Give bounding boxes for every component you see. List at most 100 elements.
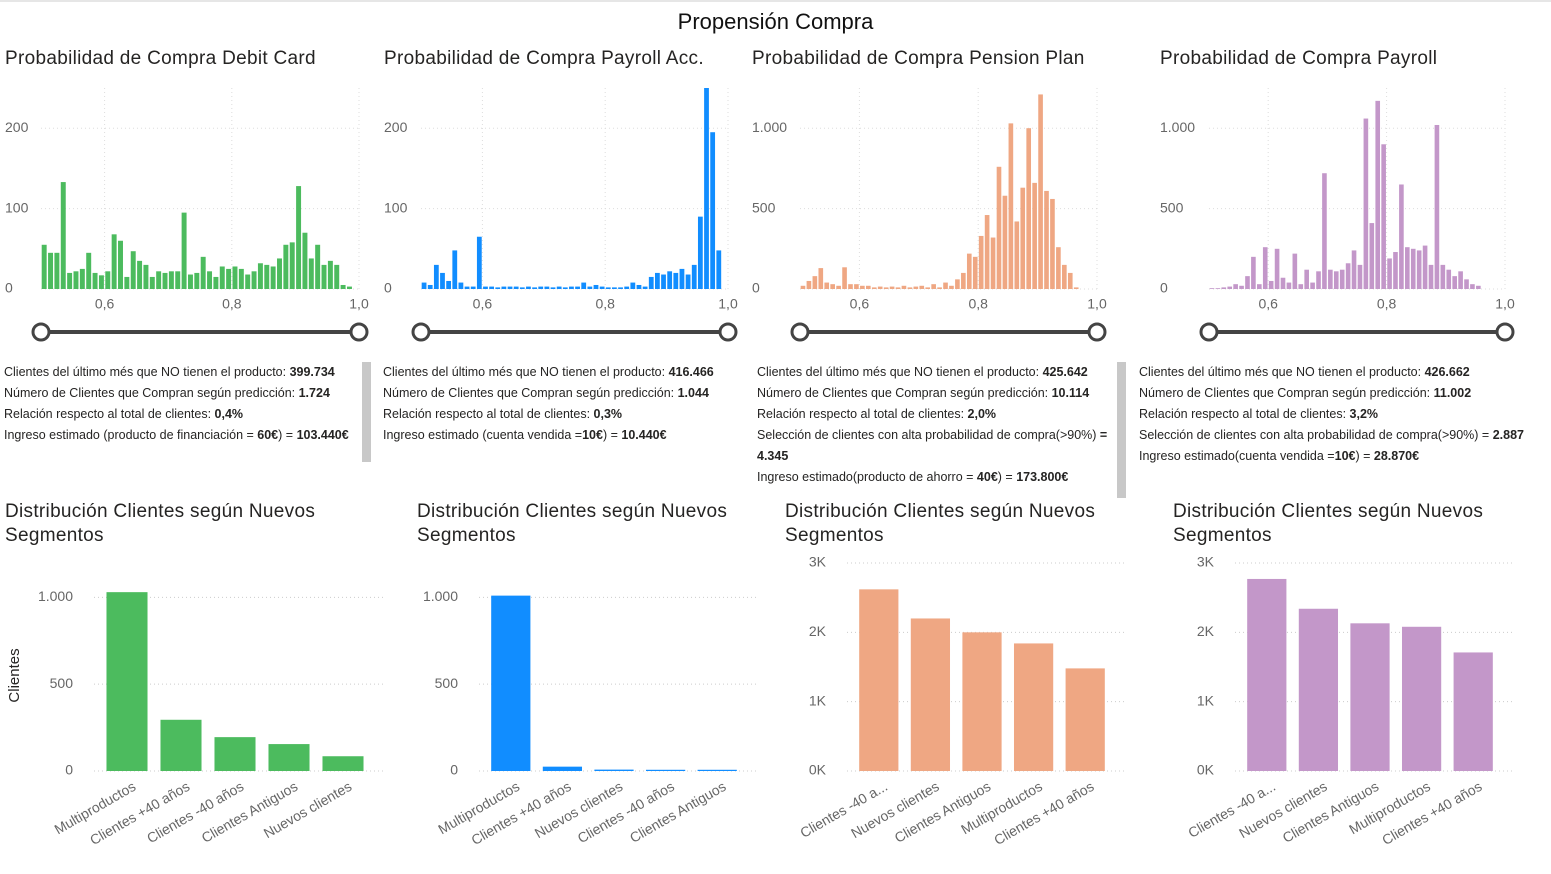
stat-label: Selección de clientes con alta probabili… xyxy=(1139,428,1493,442)
stats-line: Relación respecto al total de clientes: … xyxy=(757,404,1113,425)
histogram-bar xyxy=(1062,264,1067,289)
histogram-bar xyxy=(587,286,593,289)
histogram-bar xyxy=(452,250,458,289)
histogram-bar xyxy=(79,268,85,289)
histogram-bar xyxy=(519,287,525,289)
histogram-bar xyxy=(925,287,931,289)
histogram-bar xyxy=(860,285,865,289)
histogram-bar xyxy=(60,182,66,289)
stats-line: Selección de clientes con alta probabili… xyxy=(757,425,1113,467)
histogram-bar xyxy=(1410,248,1416,289)
histogram-bar xyxy=(1038,94,1043,289)
histogram-bar xyxy=(1215,288,1221,289)
stat-value: 10.440€ xyxy=(621,428,667,442)
histogram-bar xyxy=(984,215,990,289)
scrollbar[interactable] xyxy=(362,362,371,462)
y-tick-label: 100 xyxy=(384,199,408,215)
slider-handle[interactable] xyxy=(718,322,738,342)
histogram-bar xyxy=(848,284,853,289)
histogram-bar xyxy=(871,287,877,289)
histogram-bar xyxy=(949,285,954,289)
chart-title: Probabilidad de Compra Payroll xyxy=(1160,48,1438,69)
histogram-bar xyxy=(1257,284,1262,289)
histogram-bar xyxy=(955,279,960,289)
histogram-bar xyxy=(464,286,470,289)
histogram-bar xyxy=(854,284,859,289)
histogram-bar xyxy=(1399,184,1404,289)
histogram-bar xyxy=(972,256,978,289)
bar xyxy=(1065,668,1105,771)
histogram-bar xyxy=(1280,277,1286,289)
histogram-bar xyxy=(556,286,562,289)
stats-block: Clientes del último més que NO tienen el… xyxy=(1139,362,1549,467)
x-tick-label: 0,6 xyxy=(1258,296,1278,312)
histogram-bar xyxy=(636,284,642,289)
histogram-bar xyxy=(277,258,282,289)
histogram-bar xyxy=(812,276,818,289)
stat-label: Relación respecto al total de clientes: xyxy=(383,407,594,421)
slider-handle[interactable] xyxy=(31,322,51,342)
y-tick-label: 2K xyxy=(809,623,827,639)
bar xyxy=(1298,608,1339,771)
histogram-bar xyxy=(1002,195,1008,289)
stat-value: 1.724 xyxy=(298,386,330,400)
y-tick-label: 1K xyxy=(809,692,827,708)
slider-handle[interactable] xyxy=(1087,322,1107,342)
histogram-bar xyxy=(1476,285,1481,289)
histogram-bar xyxy=(1381,144,1386,289)
histogram-bar xyxy=(321,264,327,289)
slider-handle[interactable] xyxy=(1199,322,1219,342)
stat-label: Relación respecto al total de clientes: xyxy=(4,407,215,421)
stat-label: Ingreso estimado(producto de ahorro = xyxy=(757,470,977,484)
histogram-bar xyxy=(943,282,948,289)
stat-label: Relación respecto al total de clientes: xyxy=(757,407,968,421)
histogram-bar xyxy=(283,244,289,289)
histogram-bar xyxy=(86,252,92,289)
histogram-bar xyxy=(1434,124,1440,289)
histogram-bar xyxy=(865,285,871,289)
histogram-bar xyxy=(1339,269,1345,289)
histogram-bar xyxy=(996,166,1002,289)
stats-line: Ingreso estimado(producto de ahorro = 40… xyxy=(757,467,1113,488)
histogram-bar xyxy=(1221,287,1227,289)
stats-line: Ingreso estimado (producto de financiaci… xyxy=(4,425,359,446)
histogram-bar xyxy=(207,271,213,289)
y-tick-label: 3K xyxy=(1197,554,1215,570)
histogram-bar xyxy=(1310,282,1315,289)
slider-handle[interactable] xyxy=(411,322,431,342)
slider-handle[interactable] xyxy=(1495,322,1515,342)
slider-handle[interactable] xyxy=(790,322,810,342)
chart-title: Distribución Clientes según Nuevos Segme… xyxy=(5,501,316,546)
stat-value: 60€ xyxy=(257,428,279,442)
histogram-bar xyxy=(149,276,155,289)
y-tick-label: 0 xyxy=(384,280,392,296)
histogram-bar xyxy=(1251,256,1256,289)
histogram-bar xyxy=(593,284,599,289)
histogram-bar xyxy=(1405,247,1410,289)
histogram-bar xyxy=(618,287,623,289)
stat-label: Número de Clientes que Compran según pre… xyxy=(383,386,678,400)
histogram-bar xyxy=(175,271,181,289)
histogram-bar xyxy=(245,274,251,289)
histogram-bar xyxy=(1464,279,1469,289)
x-tick-label: 1,0 xyxy=(1087,296,1107,312)
histogram-bar xyxy=(98,275,104,289)
histogram-bar xyxy=(421,282,427,289)
scrollbar[interactable] xyxy=(1117,362,1126,498)
bar xyxy=(1350,623,1390,771)
slider-handle[interactable] xyxy=(349,322,369,342)
bar xyxy=(214,737,256,771)
x-tick-label: Clientes -40 a... xyxy=(797,778,890,841)
histogram-bar xyxy=(818,268,824,289)
histogram-bar xyxy=(1316,271,1321,289)
histogram-bar xyxy=(495,287,501,289)
histogram-bar xyxy=(575,286,580,289)
histogram-bar xyxy=(427,284,433,289)
histogram-bar xyxy=(137,260,143,289)
stat-value: 40€ xyxy=(976,470,998,484)
stat-value: 10€ xyxy=(582,428,603,442)
histogram-bar xyxy=(1375,100,1381,289)
histogram-bar xyxy=(1209,288,1215,289)
histogram-bar xyxy=(513,286,519,289)
x-tick-label: Clientes -40 años xyxy=(144,778,246,846)
